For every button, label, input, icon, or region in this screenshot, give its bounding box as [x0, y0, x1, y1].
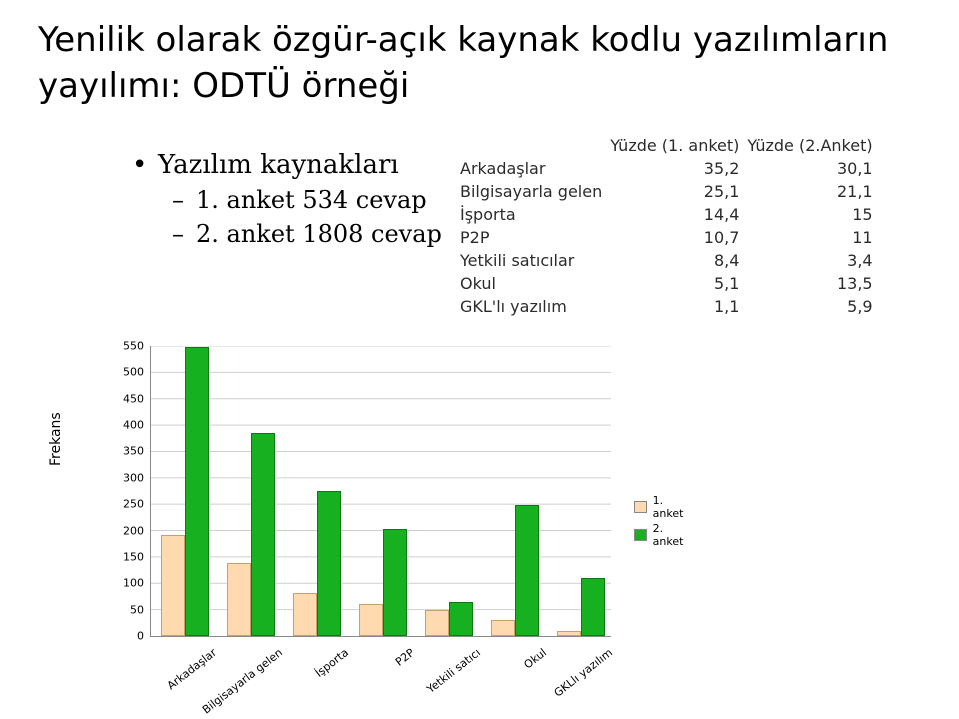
- y-tick: 50: [130, 603, 144, 616]
- bar-chart: Frekans 05010015020025030035040045050055…: [94, 346, 654, 706]
- y-tick: 100: [123, 577, 144, 590]
- y-axis-label: Frekans: [48, 412, 64, 466]
- y-tick: 500: [123, 366, 144, 379]
- y-tick: 300: [123, 471, 144, 484]
- y-tick: 400: [123, 419, 144, 432]
- data-table: Yüzde (1. anket) Yüzde (2.Anket) Arkadaş…: [460, 134, 881, 318]
- bar-series2: [515, 505, 539, 636]
- bar-series1: [491, 620, 515, 636]
- bar-series2: [581, 578, 605, 636]
- y-tick: 0: [137, 630, 144, 643]
- legend-item-2: 2. anket: [634, 522, 687, 548]
- y-axis-ticks: 050100150200250300350400450500550: [94, 346, 150, 636]
- bar-series1: [359, 604, 383, 636]
- y-tick: 350: [123, 445, 144, 458]
- legend-item-1: 1. anket: [634, 494, 687, 520]
- bar-series1: [293, 593, 317, 636]
- table-row: GKL'lı yazılım1,15,9: [460, 295, 881, 318]
- title-line1: Yenilik olarak özgür-açık kaynak kodlu y…: [38, 20, 888, 60]
- y-tick: 550: [123, 340, 144, 353]
- table-row: P2P10,711: [460, 226, 881, 249]
- bullet-main: Yazılım kaynakları: [158, 150, 442, 180]
- bar-series1: [557, 631, 581, 636]
- table-row: Yetkili satıcılar8,43,4: [460, 249, 881, 272]
- bars-container: [151, 346, 611, 636]
- table-header-col2: Yüzde (2.Anket): [747, 134, 880, 157]
- bullet-sub-2: 2. anket 1808 cevap: [196, 220, 442, 248]
- table-header-row: Yüzde (1. anket) Yüzde (2.Anket): [460, 134, 881, 157]
- table-row: Bilgisayarla gelen25,121,1: [460, 180, 881, 203]
- x-axis-ticks: ArkadaşlarBilgisayarla gelenİşportaP2PYe…: [150, 646, 610, 706]
- bar-series2: [383, 529, 407, 636]
- y-tick: 450: [123, 392, 144, 405]
- bar-series2: [185, 347, 209, 636]
- plot-area: [150, 346, 611, 637]
- bullet-list: Yazılım kaynakları 1. anket 534 cevap 2.…: [158, 150, 442, 254]
- bar-series1: [425, 610, 449, 636]
- table-row: Okul5,113,5: [460, 272, 881, 295]
- title-line2: yayılımı: ODTÜ örneği: [38, 66, 409, 106]
- bar-series1: [161, 535, 185, 636]
- bar-series1: [227, 563, 251, 636]
- y-tick: 250: [123, 498, 144, 511]
- y-tick: 200: [123, 524, 144, 537]
- y-tick: 150: [123, 550, 144, 563]
- slide-root: Yenilik olarak özgür-açık kaynak kodlu y…: [0, 0, 959, 719]
- bar-series2: [449, 602, 473, 636]
- table-row: İşporta14,415: [460, 203, 881, 226]
- chart-legend: 1. anket 2. anket: [634, 494, 687, 550]
- legend-swatch-1: [634, 501, 647, 513]
- slide-title: Yenilik olarak özgür-açık kaynak kodlu y…: [38, 18, 918, 110]
- table-header-col1: Yüzde (1. anket): [610, 134, 747, 157]
- legend-swatch-2: [634, 529, 647, 541]
- bar-series2: [251, 433, 275, 636]
- bullet-sub-1: 1. anket 534 cevap: [196, 186, 442, 214]
- bar-series2: [317, 491, 341, 636]
- table-row: Arkadaşlar35,230,1: [460, 157, 881, 180]
